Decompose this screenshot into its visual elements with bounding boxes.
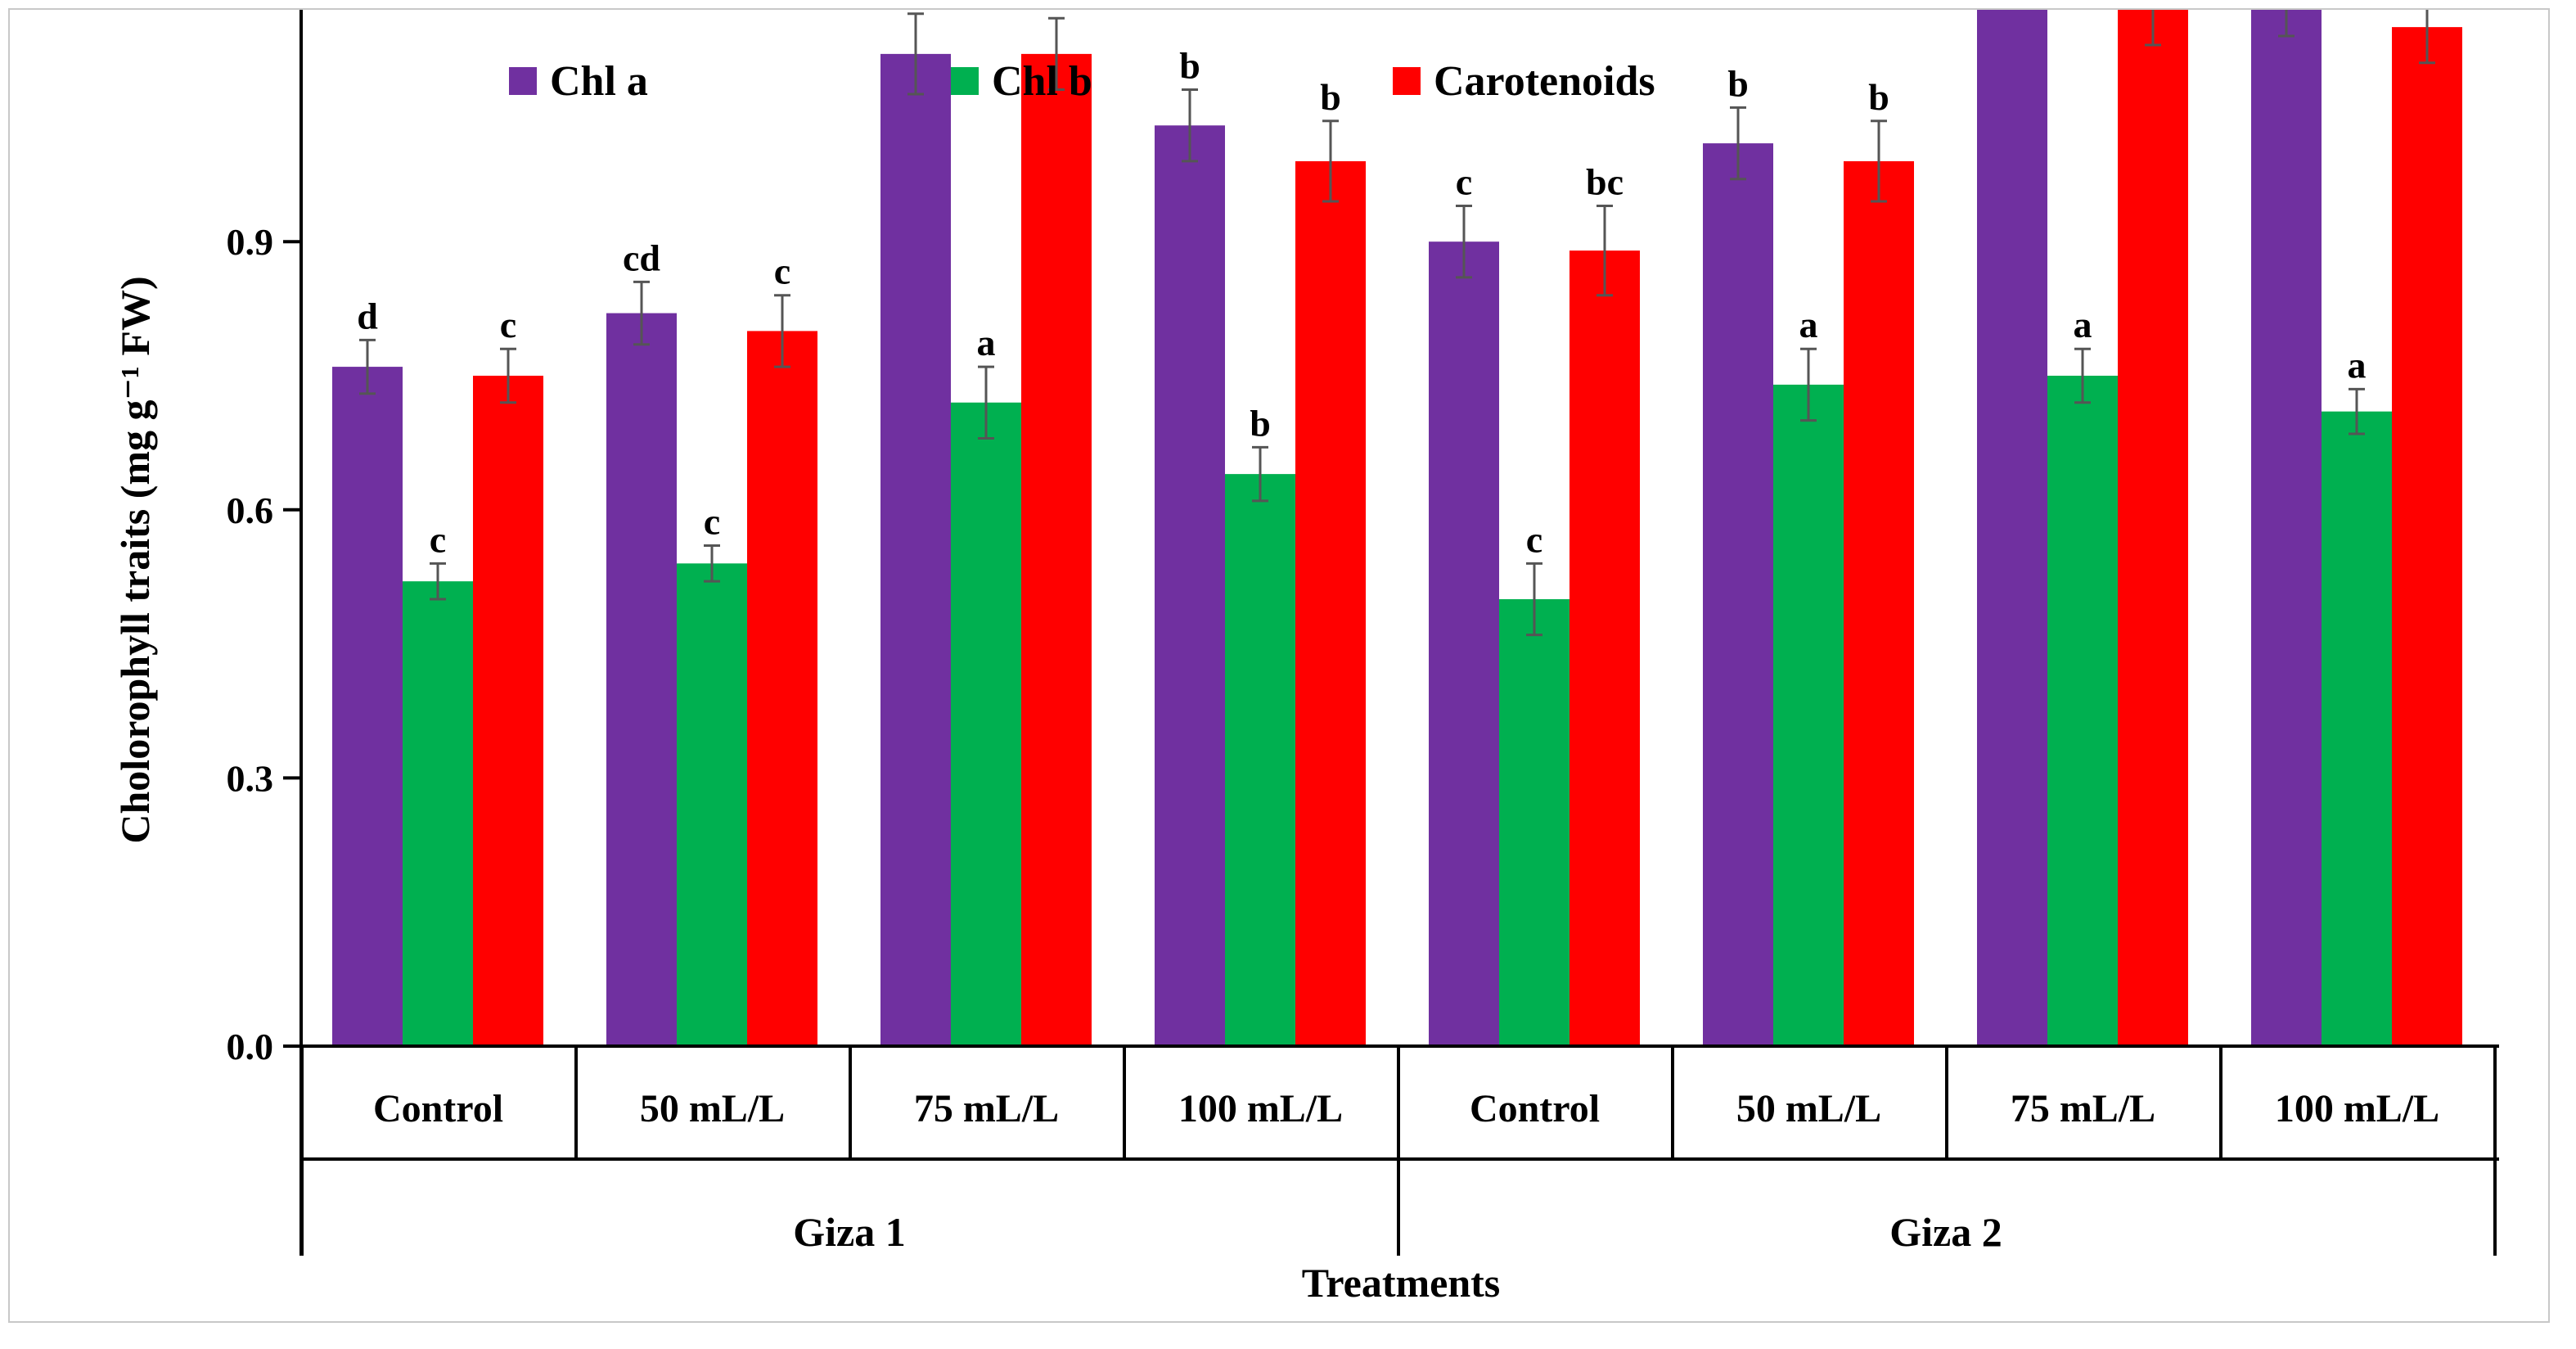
- significance-letter: b: [1250, 402, 1271, 444]
- significance-letter: c: [430, 518, 446, 560]
- bar-chl-b-2: [677, 563, 747, 1046]
- bar-chart: dcdabcbaaccabcaaaccabbcbaa 0.00.30.60.91…: [112, 10, 2499, 1306]
- bar-carotenoids-2: [747, 331, 817, 1046]
- bar-chl-b-6: [1773, 384, 1844, 1046]
- bar-carotenoids-5: [1569, 250, 1640, 1046]
- significance-letter: a: [1799, 304, 1818, 345]
- error-bar: [1730, 106, 1746, 181]
- x-category-label: 75 mL/L: [914, 1087, 1059, 1130]
- error-bar: [1322, 120, 1339, 203]
- error-bar: [1596, 205, 1613, 297]
- x-group-label: Giza 1: [793, 1209, 905, 1255]
- error-bar: [2419, 10, 2435, 65]
- bar-carotenoids-4: [1295, 160, 1366, 1046]
- significance-letter: c: [1456, 161, 1472, 203]
- error-bar: [1871, 120, 1887, 203]
- error-bar: [633, 280, 650, 346]
- y-tick-label: 0.6: [227, 490, 274, 531]
- significance-letter: a: [2348, 344, 2367, 386]
- significance-letters-layer: dcdabcbaaccabcaaaccabbcbaa: [357, 10, 2367, 560]
- error-bar: [1526, 562, 1542, 637]
- bar-chl-b-5: [1499, 599, 1569, 1046]
- bar-chl-a-8: [2251, 10, 2322, 1047]
- bar-carotenoids-1: [473, 376, 543, 1046]
- x-category-label: Control: [373, 1087, 503, 1130]
- significance-letter: d: [357, 295, 378, 336]
- x-category-label: 100 mL/L: [2275, 1087, 2439, 1130]
- y-tick-label: 0.3: [227, 757, 274, 799]
- bar-chl-a-6: [1703, 143, 1773, 1047]
- error-bar: [430, 562, 446, 601]
- bar-chl-b-1: [403, 581, 473, 1046]
- error-bar: [1456, 205, 1472, 279]
- significance-letter: c: [1526, 518, 1542, 560]
- x-category-label: 100 mL/L: [1178, 1087, 1343, 1130]
- bar-chl-b-8: [2322, 411, 2392, 1046]
- legend-label: Chl a: [550, 58, 648, 105]
- bar-carotenoids-8: [2392, 27, 2462, 1047]
- significance-letter: c: [500, 304, 516, 345]
- chart-frame: dcdabcbaaccabcaaaccabbcbaa 0.00.30.60.91…: [8, 8, 2550, 1323]
- significance-letter: cd: [623, 237, 660, 278]
- legend: Chl a Chl b Carotenoids: [509, 58, 1655, 105]
- y-tick-label: 0.9: [227, 221, 274, 263]
- y-tick-label: 0.0: [227, 1026, 274, 1067]
- significance-letter: c: [774, 250, 790, 292]
- significance-letter: b: [1868, 76, 1889, 118]
- bar-chl-a-1: [332, 367, 403, 1047]
- error-bar: [1048, 16, 1065, 92]
- significance-letter: c: [704, 500, 720, 542]
- legend-label: Carotenoids: [1434, 58, 1655, 105]
- bar-chl-b-4: [1225, 474, 1295, 1046]
- significance-letter: b: [1179, 45, 1200, 87]
- legend-swatch: [509, 67, 537, 95]
- error-bar: [1182, 88, 1198, 163]
- error-bar: [2074, 347, 2091, 404]
- error-bar: [359, 338, 376, 395]
- x-category-label: 50 mL/L: [640, 1087, 785, 1130]
- bar-chl-a-2: [606, 313, 677, 1046]
- x-group-label: Giza 2: [1889, 1209, 2002, 1255]
- bar-chl-b-7: [2047, 376, 2118, 1046]
- bar-chl-a-4: [1155, 125, 1225, 1047]
- legend-label: Chl b: [992, 58, 1092, 105]
- bar-chl-a-7: [1977, 10, 2047, 1046]
- bars-layer: [332, 10, 2462, 1047]
- error-bars-layer: [359, 10, 2435, 637]
- significance-letter: a: [2074, 304, 2092, 345]
- axes-layer: 0.00.30.60.91.2: [227, 10, 2499, 1256]
- significance-letter: a: [1047, 10, 1066, 15]
- error-bar: [1800, 347, 1817, 422]
- significance-letter: b: [1320, 76, 1341, 118]
- x-category-label: 75 mL/L: [2011, 1087, 2155, 1130]
- error-bar: [704, 544, 720, 583]
- bar-chl-a-3: [880, 53, 951, 1046]
- y-axis-title: Cholorophyll traits (mg g⁻¹ FW): [112, 276, 158, 843]
- bar-carotenoids-7: [2118, 10, 2188, 1047]
- significance-letter: b: [1727, 62, 1749, 104]
- significance-letter: bc: [1586, 161, 1624, 203]
- error-bar: [907, 12, 924, 96]
- significance-letter: a: [977, 322, 996, 363]
- error-bar: [2278, 10, 2295, 38]
- legend-swatch: [1393, 67, 1421, 95]
- significance-letter: a: [907, 10, 925, 11]
- error-bar: [774, 294, 790, 368]
- x-category-label: Control: [1470, 1087, 1600, 1130]
- x-category-label: 50 mL/L: [1736, 1087, 1881, 1130]
- error-bar: [500, 347, 516, 404]
- x-axis-title: Treatments: [1302, 1260, 1501, 1306]
- bar-chl-a-5: [1429, 241, 1499, 1046]
- legend-swatch: [951, 67, 979, 95]
- error-bar: [2145, 10, 2161, 47]
- bar-chl-b-3: [951, 402, 1021, 1046]
- bar-carotenoids-6: [1844, 160, 1914, 1046]
- error-bar: [978, 365, 994, 440]
- error-bar: [1252, 445, 1268, 503]
- error-bar: [2349, 387, 2365, 435]
- bar-carotenoids-3: [1021, 53, 1092, 1046]
- x-labels-layer: Control 50 mL/L 75 mL/L 100 mL/L Control 50 m…: [373, 1087, 2439, 1255]
